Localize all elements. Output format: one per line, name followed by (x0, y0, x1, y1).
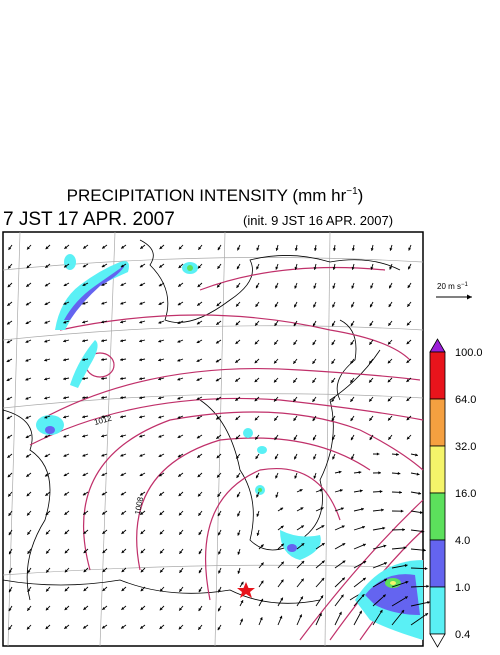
colorbar-segment (430, 540, 445, 587)
colorbar-label: 0.4 (455, 629, 470, 641)
colorbar-segment (430, 493, 445, 540)
reference-exponent: −1 (461, 282, 469, 288)
colorbar-segment (430, 587, 445, 634)
colorbar-label: 16.0 (455, 488, 476, 500)
colorbar-max-triangle (430, 339, 445, 352)
colorbar-label: 32.0 (455, 441, 476, 453)
title-exponent: −1 (346, 186, 358, 197)
map: 1012 1008 (3, 232, 430, 646)
reference-label: 20 m s−1 (437, 282, 469, 291)
reference-arrowhead (467, 295, 472, 300)
title-text: PRECIPITATION INTENSITY (mm hr (67, 186, 347, 205)
map-frame (3, 232, 423, 646)
colorbar-segment (430, 399, 445, 446)
colorbar-min-triangle (430, 634, 445, 647)
colorbar-label: 64.0 (455, 394, 476, 406)
title: PRECIPITATION INTENSITY (mm hr−1) (67, 186, 364, 205)
colorbar: 100.0 64.0 32.0 16.0 4.0 1.0 0.4 (430, 339, 483, 647)
init-time: (init. 9 JST 16 APR. 2007) (243, 213, 393, 228)
reference-text: 20 m s (437, 282, 461, 291)
colorbar-label: 100.0 (455, 347, 483, 359)
colorbar-segment (430, 352, 445, 399)
colorbar-label: 1.0 (455, 582, 470, 594)
valid-time: 7 JST 17 APR. 2007 (3, 209, 175, 230)
wind-arrowhead (426, 585, 429, 588)
wind-arrowhead (423, 549, 426, 552)
wind-arrowhead (425, 567, 428, 570)
reference-vector: 20 m s−1 (436, 282, 472, 300)
title-end: ) (358, 186, 364, 205)
colorbar-label: 4.0 (455, 535, 470, 547)
colorbar-segment (430, 446, 445, 493)
